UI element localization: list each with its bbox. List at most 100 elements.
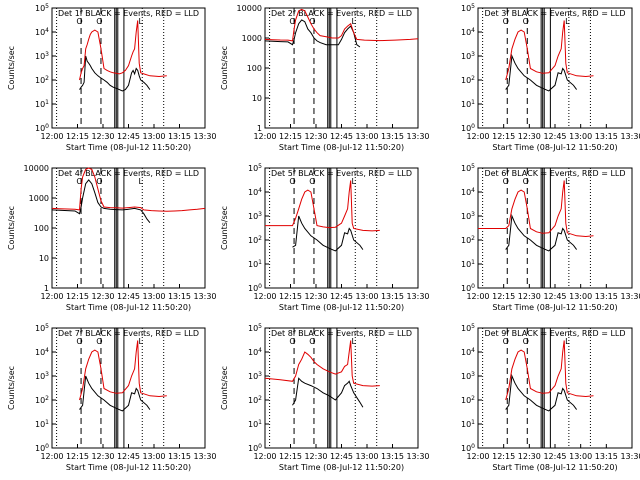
y-tick-label: 10000 <box>237 4 262 13</box>
series-lld-line <box>79 340 167 401</box>
top-marker: O <box>289 337 295 346</box>
x-tick-label: 12:15 <box>279 132 302 141</box>
y-tick-label: 103 <box>461 51 475 61</box>
y-tick-label: 1 <box>44 284 49 293</box>
y-tick-label: 100 <box>34 224 49 233</box>
x-tick-label: 13:00 <box>142 452 165 461</box>
x-tick-label: 13:00 <box>569 452 592 461</box>
y-tick-label: 100 <box>461 123 475 133</box>
x-axis-label: Start Time (08-Jul-12 11:50:20) <box>279 463 404 472</box>
series-lld-line <box>478 180 594 238</box>
y-tick-label: 102 <box>248 395 262 405</box>
y-tick-label: 103 <box>35 371 49 381</box>
x-tick-label: 13:00 <box>355 292 378 301</box>
y-axis-label: Counts/sec <box>220 366 229 410</box>
y-tick-label: 1 <box>257 124 262 133</box>
x-axis-label: Start Time (08-Jul-12 11:50:20) <box>279 303 404 312</box>
y-tick-label: 10000 <box>24 164 49 173</box>
x-tick-label: 12:15 <box>492 452 515 461</box>
top-marker: L <box>139 337 144 346</box>
x-tick-label: 13:30 <box>620 452 640 461</box>
x-axis-label: Start Time (08-Jul-12 11:50:20) <box>66 463 191 472</box>
panel-title: Det 7f BLACK = Events, RED = LLD <box>58 329 199 338</box>
x-tick-label: 13:15 <box>595 132 618 141</box>
x-tick-label: 12:15 <box>66 292 89 301</box>
x-tick-label: 12:00 <box>253 132 276 141</box>
x-tick-label: 12:45 <box>117 132 140 141</box>
x-tick-label: 13:15 <box>168 132 191 141</box>
x-tick-label: 13:30 <box>406 452 429 461</box>
plot-frame <box>477 327 633 449</box>
series-events-line <box>292 215 364 252</box>
top-marker: O <box>96 337 102 346</box>
y-tick-label: 105 <box>248 163 262 173</box>
y-tick-label: 100 <box>248 283 262 293</box>
y-tick-label: 1000 <box>242 34 262 43</box>
series-events-line <box>505 374 578 412</box>
x-tick-label: 12:45 <box>543 292 566 301</box>
panel-title: Det 8f BLACK = Events, RED = LLD <box>271 329 412 338</box>
panel-title: Det 6f BLACK = Events, RED = LLD <box>484 169 625 178</box>
y-tick-label: 101 <box>248 419 262 429</box>
y-axis-label: Counts/sec <box>7 46 16 90</box>
series-events-line <box>79 55 151 92</box>
top-marker: L <box>565 177 570 186</box>
top-marker: O <box>503 17 509 26</box>
series-events-line <box>292 377 364 408</box>
x-tick-label: 12:00 <box>40 292 63 301</box>
top-marker: O <box>76 177 82 186</box>
x-tick-label: 12:00 <box>253 452 276 461</box>
y-tick-label: 1000 <box>29 194 49 203</box>
y-tick-label: 100 <box>35 443 49 453</box>
y-tick-label: 102 <box>461 75 475 85</box>
x-tick-label: 12:00 <box>466 132 489 141</box>
top-marker: O <box>523 17 529 26</box>
x-tick-label: 12:45 <box>117 292 140 301</box>
y-tick-label: 101 <box>461 419 475 429</box>
x-tick-label: 13:15 <box>168 452 191 461</box>
top-marker: O <box>76 17 82 26</box>
plot-frame <box>264 327 419 449</box>
plot-frame <box>477 7 633 129</box>
y-tick-label: 103 <box>35 51 49 61</box>
y-tick-label: 104 <box>35 27 49 37</box>
y-tick-label: 102 <box>35 75 49 85</box>
series-lld-line <box>51 167 206 212</box>
x-tick-label: 13:30 <box>406 132 429 141</box>
top-marker: L <box>139 17 144 26</box>
x-axis-label: Start Time (08-Jul-12 11:50:20) <box>492 463 617 472</box>
series-lld-line <box>505 340 594 401</box>
top-marker: L <box>352 177 357 186</box>
y-tick-label: 103 <box>461 371 475 381</box>
x-tick-label: 12:30 <box>518 292 541 301</box>
series-lld-line <box>264 8 419 42</box>
x-tick-label: 12:45 <box>330 292 353 301</box>
x-tick-label: 12:30 <box>518 132 541 141</box>
x-tick-label: 12:45 <box>543 452 566 461</box>
y-tick-label: 100 <box>35 123 49 133</box>
plot-frame <box>51 167 206 289</box>
top-marker: O <box>523 337 529 346</box>
y-tick-label: 101 <box>35 99 49 109</box>
y-tick-label: 101 <box>248 259 262 269</box>
x-tick-label: 12:30 <box>91 452 114 461</box>
x-axis-label: Start Time (08-Jul-12 11:50:20) <box>279 143 404 152</box>
y-tick-label: 101 <box>461 259 475 269</box>
x-tick-label: 13:15 <box>381 292 404 301</box>
x-tick-label: 12:00 <box>466 452 489 461</box>
y-tick-label: 104 <box>461 27 475 37</box>
y-tick-label: 105 <box>461 163 475 173</box>
x-tick-label: 13:00 <box>142 132 165 141</box>
x-tick-label: 13:15 <box>595 452 618 461</box>
y-tick-label: 105 <box>248 323 262 333</box>
series-lld-line <box>79 20 167 81</box>
top-marker: L <box>565 17 570 26</box>
x-axis-label: Start Time (08-Jul-12 11:50:20) <box>492 143 617 152</box>
